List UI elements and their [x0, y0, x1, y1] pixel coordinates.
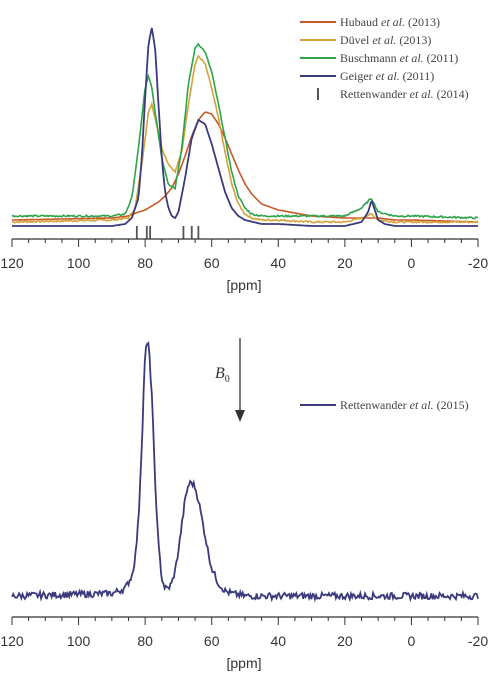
top-series-group: [11, 27, 479, 227]
legend-label: Rettenwander et al. (2014): [340, 87, 469, 101]
series-line-dvel: [11, 54, 479, 224]
x-tick-label: 60: [204, 633, 220, 649]
x-tick-label: -20: [468, 255, 488, 271]
b0-label-subscript: 0: [225, 374, 230, 385]
top-spectrum-panel: 120 100 80 60 40 20 0 -20 [ppm] Hubaud et al. (…: [0, 15, 488, 293]
x-tick-label: 100: [67, 255, 91, 271]
b0-label: B0: [215, 365, 230, 385]
b0-arrow-head: [235, 410, 245, 422]
bottom-legend: Rettenwander et al. (2015): [300, 398, 469, 412]
x-tick-label: -20: [468, 633, 488, 649]
x-tick-label: 0: [408, 255, 416, 271]
x-tick-label: 20: [337, 255, 353, 271]
series-line-rettenwander: [11, 341, 479, 603]
top-legend: Hubaud et al. (2013) Düvel et al. (2013) B…: [300, 15, 469, 101]
b0-field-annotation: B0: [215, 338, 245, 422]
bottom-x-axis-title: [ppm]: [226, 655, 261, 671]
x-tick-label: 40: [270, 633, 286, 649]
x-tick-label: 120: [0, 255, 24, 271]
bottom-x-axis-ticks: 120 100 80 60 40 20 0 -20: [0, 617, 488, 649]
x-tick-label: 80: [137, 633, 153, 649]
x-tick-label: 20: [337, 633, 353, 649]
x-tick-label: 100: [67, 633, 91, 649]
b0-label-main: B: [215, 365, 225, 382]
top-x-axis-ticks: 120 100 80 60 40 20 0 -20: [0, 239, 488, 271]
bottom-series-group: [11, 341, 479, 603]
rettenwander-2014-stick-markers: [135, 226, 200, 239]
series-line-geiger: [12, 27, 478, 227]
x-tick-label: 120: [0, 633, 24, 649]
x-tick-label: 0: [408, 633, 416, 649]
x-tick-label: 60: [204, 255, 220, 271]
top-x-axis-title: [ppm]: [226, 277, 261, 293]
bottom-spectrum-panel: 120 100 80 60 40 20 0 -20 [ppm] Rettenwander et…: [0, 338, 488, 671]
series-line-hubaud: [12, 111, 478, 223]
series-line-buschmann: [11, 42, 479, 220]
x-tick-label: 40: [270, 255, 286, 271]
legend-label: Hubaud et al. (2013): [340, 15, 440, 29]
legend-label: Buschmann et al. (2011): [340, 51, 458, 65]
x-tick-label: 80: [137, 255, 153, 271]
legend-label: Düvel et al. (2013): [340, 33, 431, 47]
legend-label: Geiger et al. (2011): [340, 69, 434, 83]
legend-label: Rettenwander et al. (2015): [340, 398, 469, 412]
